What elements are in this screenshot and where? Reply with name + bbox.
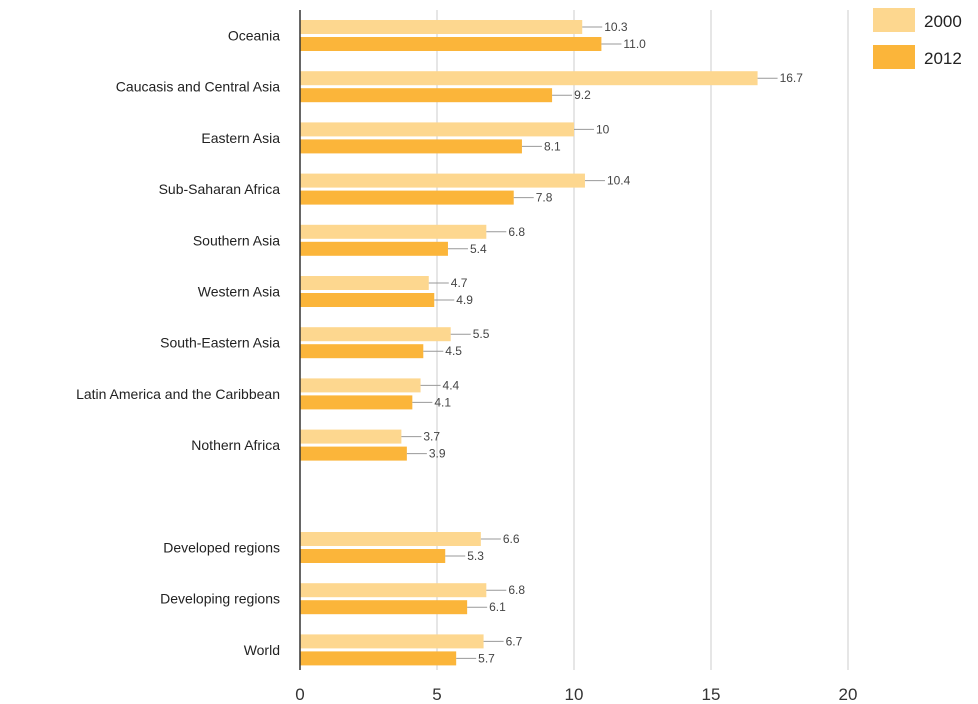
bar-2000	[300, 20, 583, 34]
bar-2012	[300, 241, 448, 256]
bar-2000	[300, 71, 758, 86]
bar-2012	[300, 549, 446, 563]
data-label: 4.4	[443, 378, 460, 392]
data-label: 10	[596, 122, 610, 136]
data-label: 5.5	[473, 327, 490, 341]
gridlines	[436, 10, 849, 670]
category-label: Developing regions	[160, 591, 280, 607]
bar-2012	[300, 37, 602, 51]
bar-2012	[300, 344, 424, 359]
legend-swatch-2000	[873, 8, 915, 32]
data-label: 9.2	[574, 88, 591, 102]
legend: 2000 2012	[873, 8, 962, 69]
bar-2000	[300, 173, 585, 188]
bar-2012	[300, 651, 457, 666]
data-label: 6.7	[506, 634, 523, 648]
category-label: South-Eastern Asia	[160, 335, 280, 351]
category-label: Eastern Asia	[201, 130, 280, 146]
category-label: Latin America and the Caribbean	[76, 386, 280, 402]
data-label: 16.7	[780, 71, 804, 85]
bar-2000	[300, 122, 574, 137]
bars	[300, 20, 778, 666]
category-label: Sub-Saharan Africa	[159, 181, 281, 197]
bar-2012	[300, 190, 514, 205]
legend-label-2000: 2000	[924, 12, 962, 31]
bar-2000	[300, 276, 429, 290]
bar-2012	[300, 446, 407, 461]
bar-2012	[300, 600, 468, 615]
data-label: 5.3	[467, 549, 484, 563]
x-tick-label: 0	[295, 685, 304, 704]
data-label: 4.9	[456, 293, 473, 307]
category-label: Western Asia	[198, 284, 280, 300]
x-tick-label: 15	[702, 685, 721, 704]
bar-2000	[300, 532, 481, 546]
data-label: 3.9	[429, 447, 446, 461]
legend-swatch-2012	[873, 45, 915, 69]
data-label: 4.5	[445, 344, 462, 358]
data-label: 3.7	[423, 430, 440, 444]
x-tick-label: 5	[432, 685, 441, 704]
data-label: 7.8	[536, 191, 553, 205]
data-label: 11.0	[623, 37, 646, 51]
data-label: 6.6	[503, 532, 520, 546]
bar-2000	[300, 634, 484, 649]
data-label: 8.1	[544, 139, 561, 153]
data-label: 6.8	[508, 225, 525, 239]
category-label: Oceania	[228, 28, 280, 44]
bar-2000	[300, 583, 487, 598]
category-label: World	[244, 642, 280, 658]
bar-2012	[300, 293, 435, 307]
data-label: 5.4	[470, 242, 487, 256]
bar-2000	[300, 429, 402, 444]
data-label: 6.8	[508, 583, 525, 597]
data-label: 10.4	[607, 174, 631, 188]
bar-2000	[300, 378, 421, 393]
bar-2012	[300, 139, 522, 154]
bar-2000	[300, 224, 487, 239]
bar-2012	[300, 395, 413, 410]
data-label: 5.7	[478, 651, 495, 665]
axes: 0 5 10 15 20	[295, 10, 857, 704]
data-label: 10.3	[604, 20, 628, 34]
category-label: Caucasis and Central Asia	[116, 79, 280, 95]
labels: Oceania 10.3 11.0 Caucasis and Central Asia…	[76, 20, 803, 665]
data-label: 4.7	[451, 276, 468, 290]
x-tick-label: 20	[839, 685, 858, 704]
category-label: Developed regions	[163, 540, 280, 556]
data-label: 6.1	[489, 600, 506, 614]
bar-2000	[300, 327, 451, 342]
x-tick-label: 10	[565, 685, 584, 704]
category-label: Southern Asia	[193, 232, 280, 248]
category-label: Nothern Africa	[191, 437, 280, 453]
legend-label-2012: 2012	[924, 49, 962, 68]
data-label: 4.1	[434, 395, 451, 409]
bar-2012	[300, 88, 553, 103]
